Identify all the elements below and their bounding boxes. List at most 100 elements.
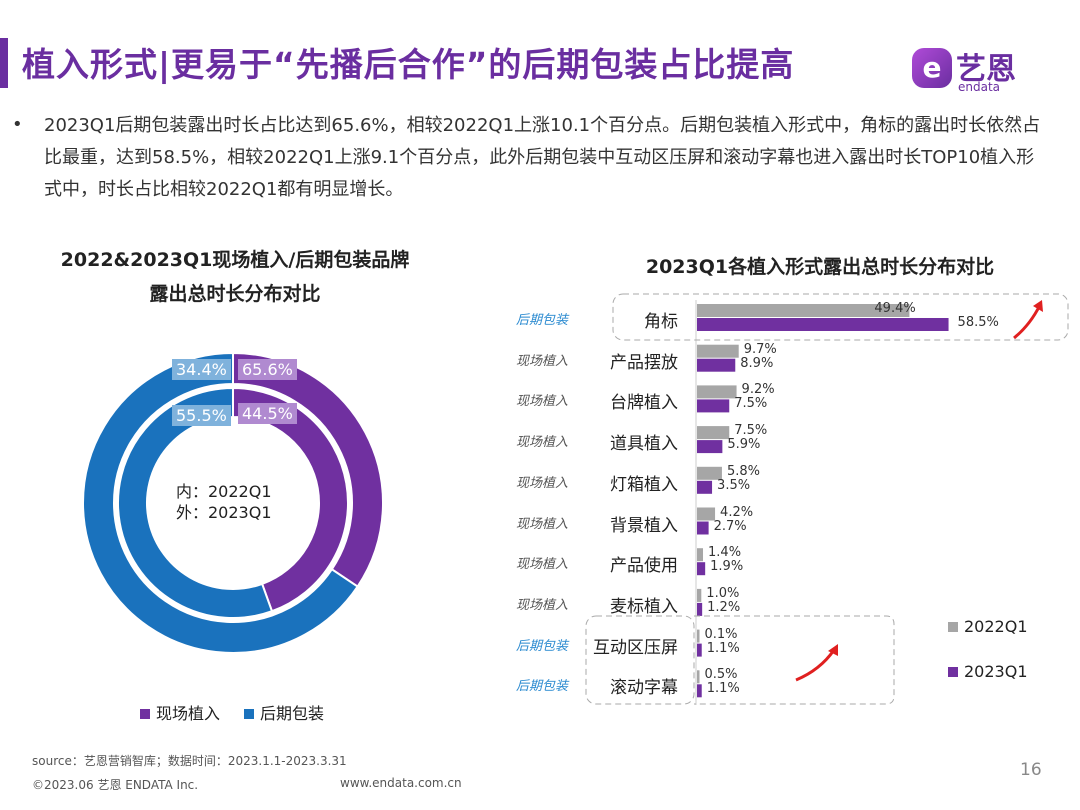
- website-link[interactable]: www.endata.com.cn: [340, 776, 462, 790]
- highlight-box-top: [612, 293, 1069, 341]
- bar-value-label: 1.0%: [706, 585, 740, 601]
- logo-subtext: endata: [958, 80, 1001, 94]
- bar-2022Q1-角标: [697, 304, 910, 317]
- group-label: 现场植入: [516, 597, 569, 613]
- donut-title-line2: 露出总时长分布对比: [149, 283, 321, 305]
- bar-value-label: 5.9%: [727, 437, 761, 453]
- bar-value-label: 3.5%: [717, 477, 751, 493]
- group-label: 现场植入: [516, 516, 569, 532]
- bar-value-label: 2.7%: [713, 518, 747, 534]
- bar-2023Q1-产品摆放: [697, 358, 736, 372]
- description: 2023Q1后期包装露出时长占比达到65.6%，相较2022Q1上涨10.1个百…: [44, 115, 1041, 200]
- legend-swatch: [948, 667, 958, 677]
- bar-2023Q1-产品使用: [697, 562, 706, 576]
- donut-legend-item-0: 现场植入: [140, 700, 220, 724]
- category-label: 麦标植入: [610, 596, 678, 617]
- bar-value-label: 1.2%: [707, 599, 741, 615]
- bar-2022Q1-麦标植入: [697, 588, 702, 602]
- legend-swatch: [244, 709, 254, 719]
- bar-2022Q1-道具植入: [697, 426, 730, 440]
- donut-data-label: 55.5%: [172, 405, 231, 426]
- bar-2023Q1-滚动字幕: [697, 684, 702, 698]
- highlight-box-bottom-ext: [694, 615, 895, 705]
- legend-label: 2023Q1: [964, 662, 1028, 681]
- bar-value-label: 4.2%: [720, 504, 754, 520]
- bullet-icon: •: [12, 114, 23, 135]
- bar-2022Q1-产品摆放: [697, 344, 739, 358]
- group-label: 后期包装: [516, 679, 569, 695]
- legend-label: 后期包装: [260, 704, 325, 723]
- bar-value-label: 0.5%: [704, 667, 738, 683]
- legend-label: 现场植入: [156, 704, 221, 723]
- trend-up-arrow-icon: [1013, 304, 1042, 340]
- donut-slice-2023Q1-后期包装: [82, 351, 359, 654]
- group-label: 现场植入: [516, 475, 569, 491]
- bar-2022Q1-背景植入: [697, 507, 716, 521]
- bar-value-label: 9.7%: [743, 341, 777, 357]
- donut-data-label: 65.6%: [238, 359, 297, 380]
- highlight-box-bottom: [585, 615, 695, 705]
- category-label: 互动区压屏: [593, 637, 678, 658]
- arrow-head-icon: [828, 644, 838, 656]
- group-label: 现场植入: [516, 557, 569, 573]
- bar-2023Q1-道具植入: [697, 440, 723, 454]
- source-note: source：艺恩营销智库；数据时间：2023.1.1-2023.3.31: [32, 754, 347, 768]
- category-label: 背景植入: [610, 515, 678, 536]
- bar-2022Q1-灯箱植入: [697, 466, 722, 480]
- bar-legend-item-0: 2022Q1: [948, 617, 1028, 636]
- category-label: 产品摆放: [610, 352, 678, 373]
- bar-2023Q1-台牌植入: [697, 399, 730, 413]
- logo-mark-icon: e: [912, 48, 952, 88]
- bar-value-label: 9.2%: [741, 382, 775, 398]
- bar-2023Q1-麦标植入: [697, 602, 703, 616]
- category-label: 滚动字幕: [610, 678, 678, 699]
- category-label: 灯箱植入: [610, 474, 678, 495]
- category-label: 角标: [644, 312, 678, 332]
- trend-up-arrow-icon: [795, 649, 836, 682]
- category-label: 道具植入: [610, 434, 678, 455]
- bar-value-label: 58.5%: [957, 315, 999, 330]
- bar-value-label: 49.4%: [874, 301, 916, 316]
- bar-value-label: 1.4%: [708, 545, 742, 561]
- group-label: 现场植入: [516, 435, 569, 451]
- group-label: 现场植入: [516, 353, 569, 369]
- group-label: 现场植入: [516, 394, 569, 410]
- donut-data-label: 44.5%: [238, 403, 297, 424]
- donut-legend-item-1: 后期包装: [244, 700, 324, 724]
- title-accent-bar: [0, 38, 8, 88]
- donut-title-line1: 2022&2023Q1现场植入/后期包装品牌: [60, 249, 410, 271]
- bar-2022Q1-产品使用: [697, 548, 704, 562]
- donut-title: 2022&2023Q1现场植入/后期包装品牌 露出总时长分布对比: [20, 243, 450, 311]
- bar-value-label: 1.9%: [710, 559, 744, 575]
- bar-value-label: 1.1%: [706, 681, 740, 697]
- copyright: ©2023.06 艺恩 ENDATA Inc.: [32, 778, 199, 792]
- bar-value-label: 1.1%: [706, 640, 740, 656]
- arrow-head-icon: [1033, 300, 1043, 312]
- bar-value-label: 7.5%: [734, 423, 768, 439]
- page-number: 16: [1020, 760, 1042, 780]
- group-label: 后期包装: [516, 638, 569, 654]
- bar-legend-item-1: 2023Q1: [948, 662, 1028, 681]
- endata-logo: e 艺恩 endata: [912, 44, 1042, 94]
- bar-value-label: 0.1%: [704, 626, 738, 642]
- bar-2023Q1-背景植入: [697, 521, 709, 535]
- donut-center-label: 内：2022Q1 外：2023Q1: [176, 481, 272, 523]
- logo-text: 艺恩: [956, 52, 1016, 87]
- bar-2022Q1-滚动字幕: [697, 670, 700, 684]
- category-label: 产品使用: [610, 556, 678, 577]
- bar-2023Q1-灯箱植入: [697, 480, 713, 494]
- bar-title: 2023Q1各植入形式露出总时长分布对比: [645, 256, 995, 278]
- bar-value-label: 8.9%: [740, 355, 774, 371]
- center-label-inner: 内：2022Q1: [176, 482, 272, 501]
- legend-label: 2022Q1: [964, 617, 1028, 636]
- center-label-outer: 外：2023Q1: [176, 503, 272, 522]
- bar-2023Q1-角标: [697, 318, 949, 331]
- donut-data-label: 34.4%: [172, 359, 231, 380]
- legend-swatch: [948, 622, 958, 632]
- legend-swatch: [140, 709, 150, 719]
- bar-2023Q1-互动区压屏: [697, 643, 702, 657]
- donut-slice-2022Q1-后期包装: [117, 386, 274, 619]
- page-title: 植入形式|更易于“先播后合作”的后期包装占比提高: [22, 45, 795, 84]
- bar-2022Q1-台牌植入: [697, 385, 737, 399]
